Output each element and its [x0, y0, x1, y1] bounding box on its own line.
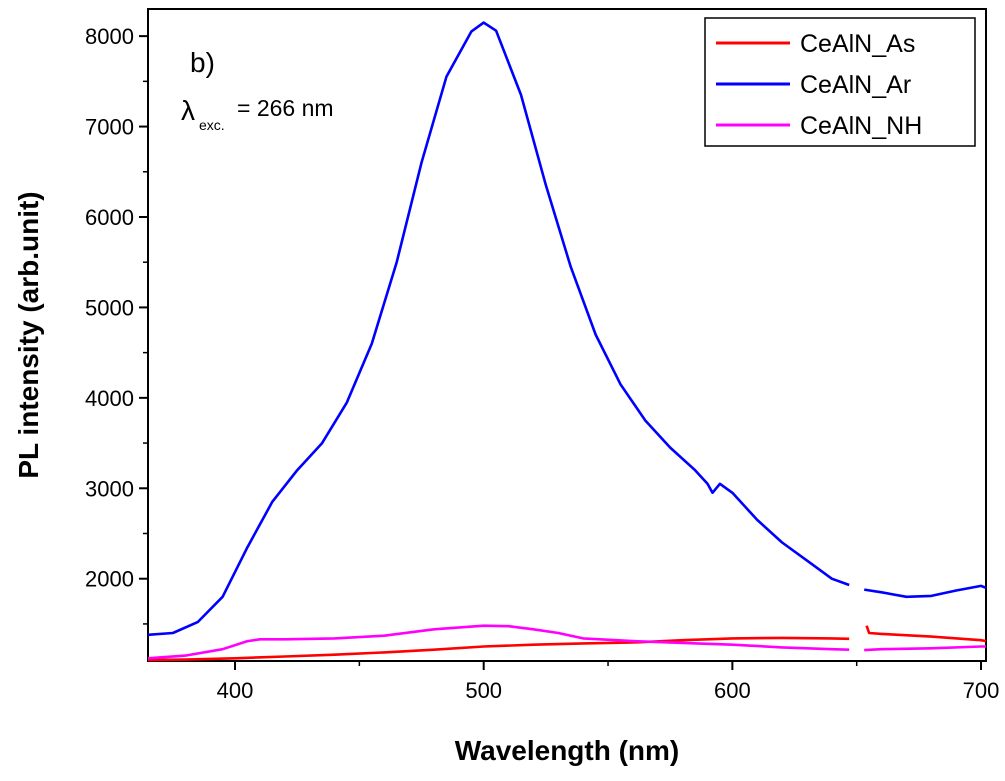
lambda-subscript: exc. [199, 117, 225, 133]
legend-label: CeAlN_Ar [800, 71, 911, 99]
plot-area-border [147, 8, 987, 662]
y-tick-label: 3000 [85, 476, 134, 501]
series-line-cealn-as [147, 625, 987, 662]
lambda-symbol: λ [181, 95, 195, 126]
x-tick-label: 700 [963, 678, 1000, 703]
x-tick-label: 400 [217, 678, 254, 703]
y-tick-label: 6000 [85, 205, 134, 230]
y-axis-title: PL intensity (arb.unit) [13, 191, 44, 478]
y-tick-label: 2000 [85, 567, 134, 592]
y-tick-label: 5000 [85, 295, 134, 320]
y-tick-label: 8000 [85, 24, 134, 49]
x-axis-title: Wavelength (nm) [455, 735, 680, 766]
axes: 400 500 600 700 2000 3000 4000 5000 6000 7000 8000 [85, 24, 999, 703]
legend-label: CeAlN_NH [800, 112, 922, 140]
y-tick-label: 4000 [85, 386, 134, 411]
x-tick-label: 600 [714, 678, 751, 703]
plot-frame [147, 8, 987, 662]
data-series [147, 21, 987, 662]
panel-label: b) [190, 47, 215, 78]
x-tick-label: 500 [465, 678, 502, 703]
series-line-cealn-ar [147, 21, 987, 637]
excitation-value: = 266 nm [237, 95, 334, 121]
excitation-annotation: λ exc. = 266 nm [181, 95, 334, 133]
legend-label: CeAlN_As [800, 30, 915, 58]
legend: CeAlN_As CeAlN_Ar CeAlN_NH [704, 17, 976, 147]
y-tick-label: 7000 [85, 115, 134, 140]
series-line-cealn-nh [147, 624, 986, 660]
